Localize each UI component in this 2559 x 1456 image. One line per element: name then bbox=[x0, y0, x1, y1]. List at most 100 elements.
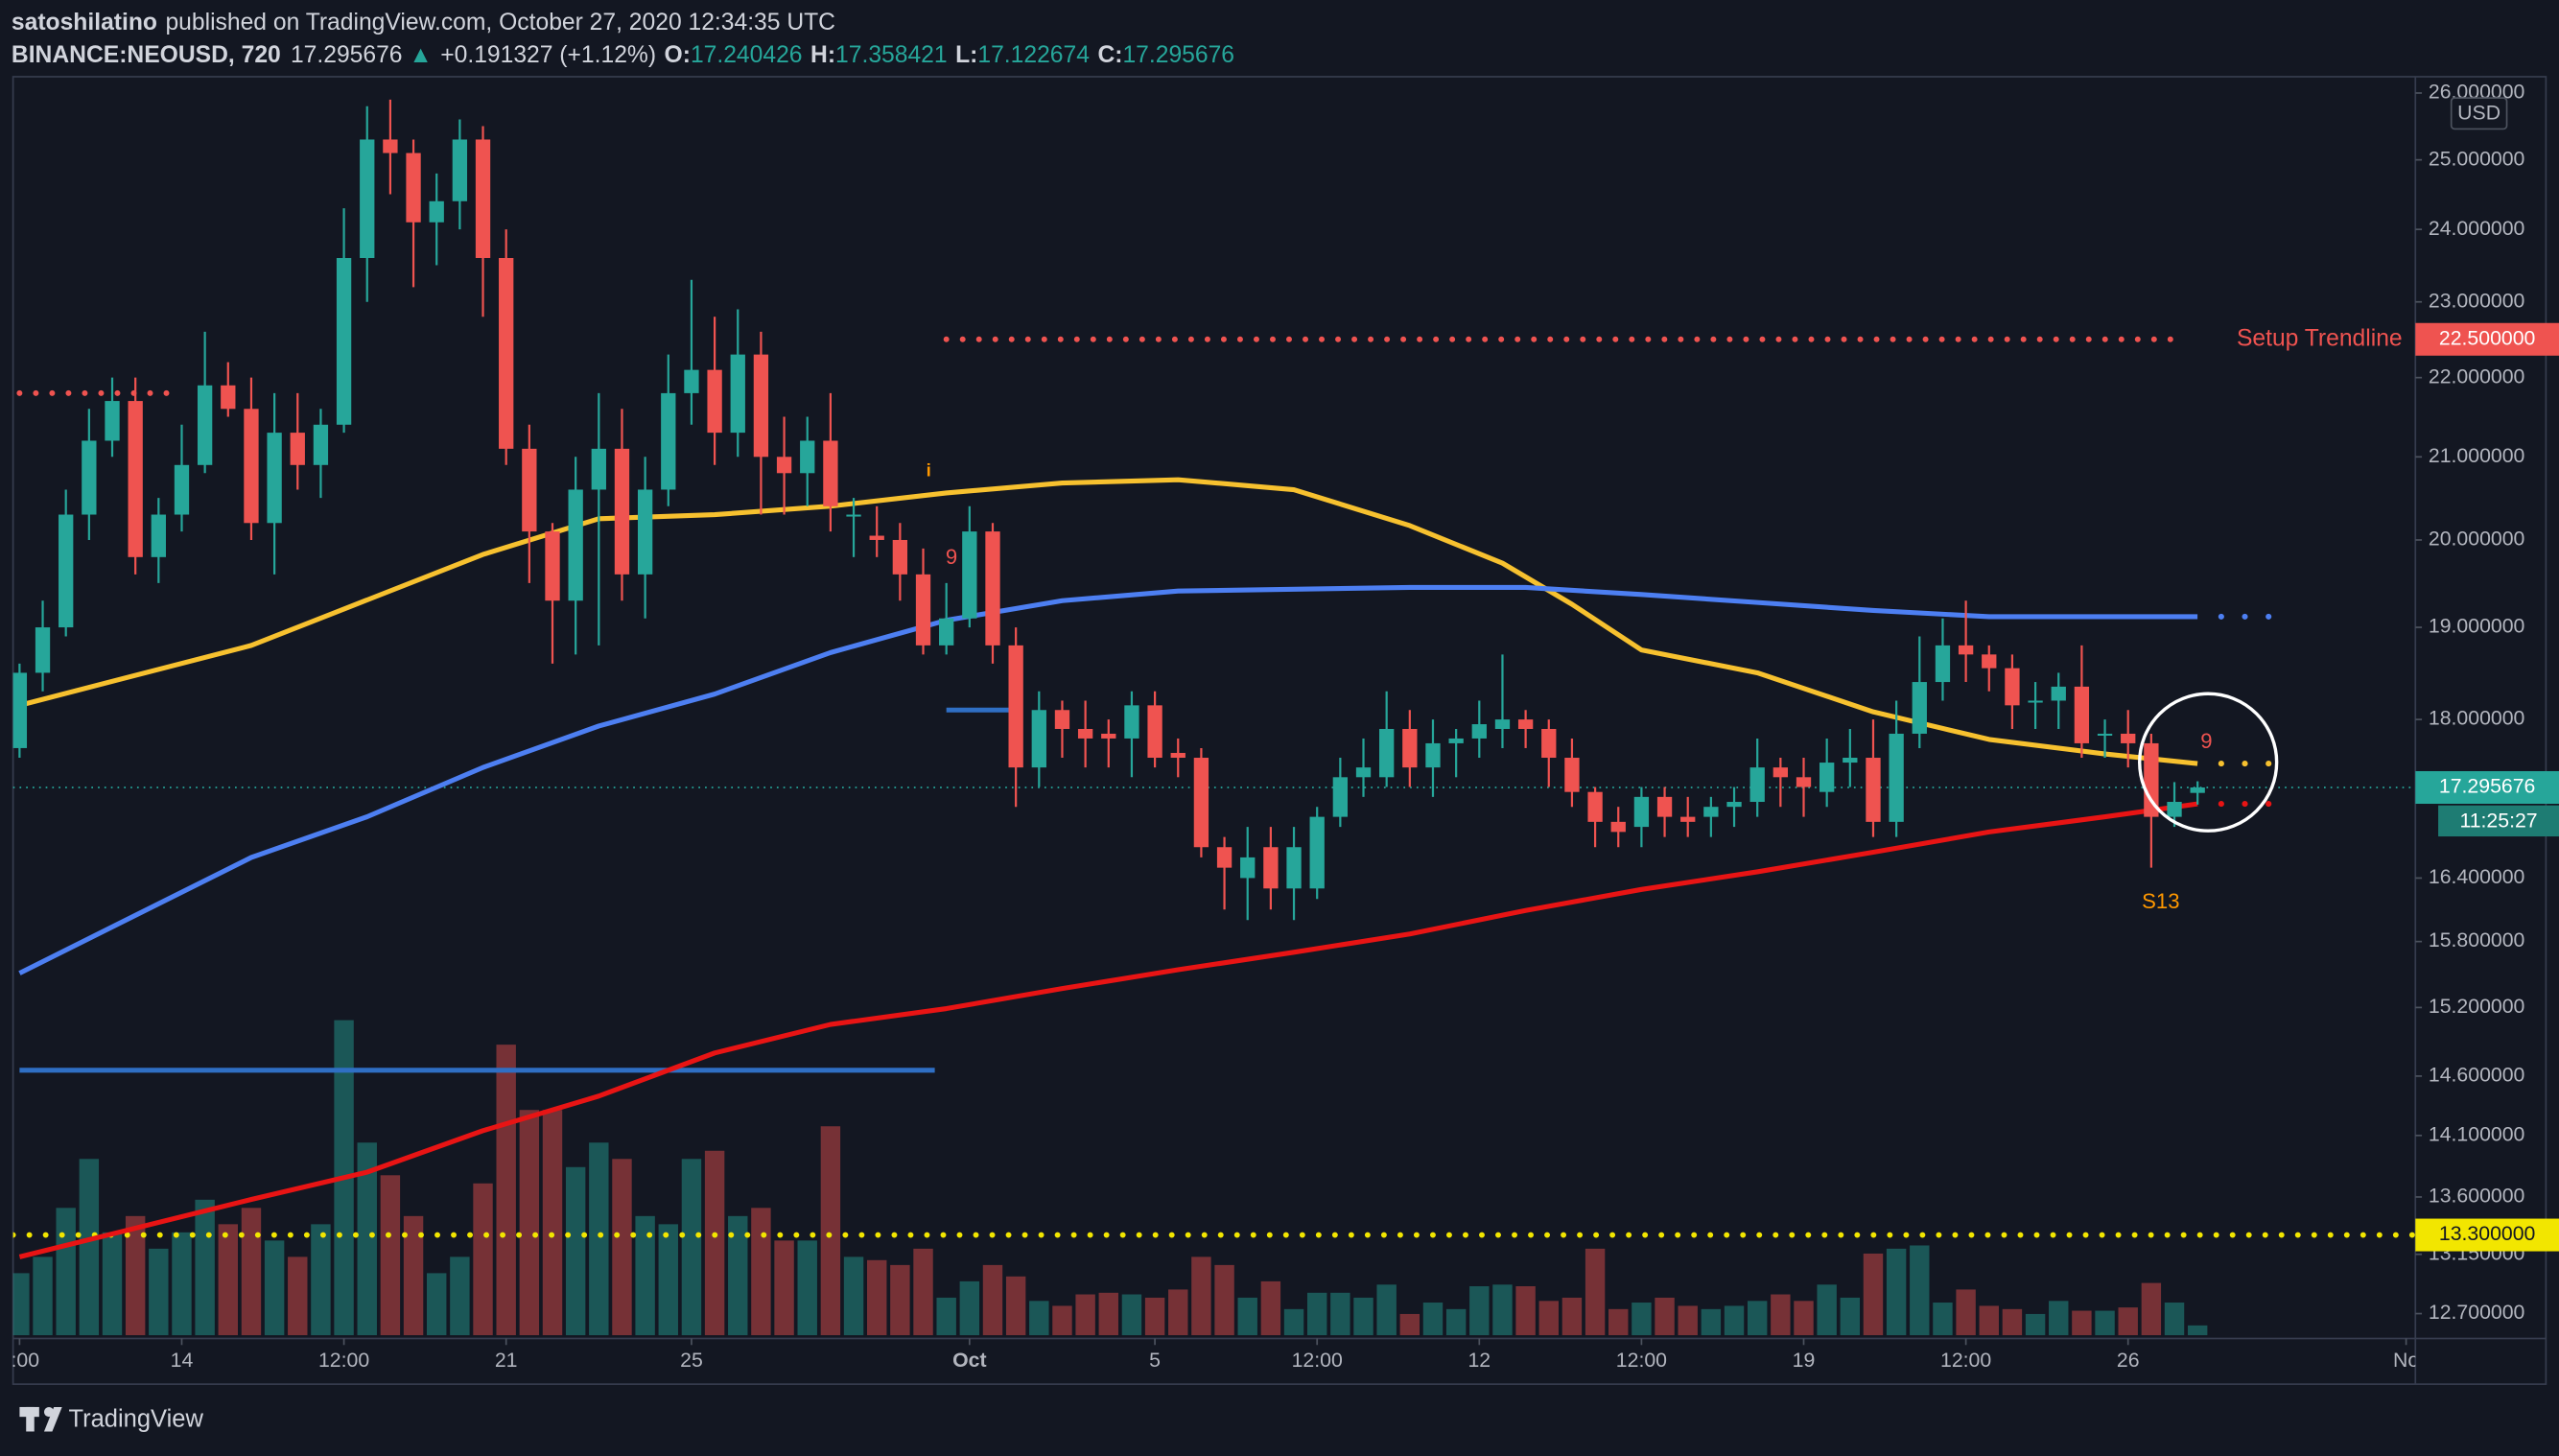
change: +0.191327 (+1.12%) bbox=[440, 41, 656, 67]
volume-bar bbox=[1376, 1284, 1397, 1336]
volume-bar bbox=[774, 1240, 794, 1336]
candle-body bbox=[1541, 728, 1557, 759]
volume-bar bbox=[913, 1248, 933, 1336]
candle-body bbox=[939, 618, 954, 646]
ma-projection bbox=[2266, 613, 2272, 620]
volume-bar bbox=[681, 1159, 702, 1336]
volume-bar bbox=[519, 1110, 540, 1336]
x-tick-label: 5 bbox=[1149, 1349, 1161, 1372]
candle-body bbox=[1170, 752, 1186, 759]
candle-body bbox=[1958, 645, 1974, 655]
candle-body bbox=[1286, 847, 1302, 889]
volume-bar bbox=[357, 1142, 377, 1336]
candle-body bbox=[1101, 733, 1116, 739]
plot-back bbox=[12, 336, 2416, 1336]
candle-body bbox=[1773, 767, 1789, 778]
moving-average bbox=[18, 584, 2198, 975]
candle-body bbox=[197, 385, 213, 465]
volume-bar bbox=[1144, 1297, 1165, 1336]
volume-bar bbox=[1632, 1303, 1652, 1336]
candle-body bbox=[383, 139, 398, 153]
candle-body bbox=[1843, 758, 1858, 763]
header: satoshilatino published on TradingView.co… bbox=[12, 9, 1234, 67]
candle-body bbox=[1309, 816, 1325, 889]
high-value: 17.358421 bbox=[835, 41, 948, 67]
volume-bar bbox=[1585, 1248, 1606, 1336]
volume-bar bbox=[195, 1199, 215, 1336]
ma-projection bbox=[2242, 761, 2248, 767]
volume-bar bbox=[612, 1159, 632, 1336]
ma-projection bbox=[2218, 613, 2224, 620]
y-tick-label: 14.100000 bbox=[2429, 1122, 2525, 1145]
highlight-circle bbox=[2138, 692, 2279, 833]
candle-body bbox=[1726, 802, 1742, 808]
volume-bar bbox=[2049, 1301, 2069, 1336]
volume-bar bbox=[1747, 1301, 1768, 1336]
y-tick-label: 24.000000 bbox=[2429, 217, 2525, 240]
last-price-label: 17.295676 bbox=[2439, 775, 2536, 798]
volume-bar bbox=[427, 1273, 447, 1336]
candle-body bbox=[128, 401, 143, 557]
volume-bar bbox=[1168, 1289, 1188, 1336]
candle-body bbox=[406, 153, 421, 223]
level-name: Setup Trendline bbox=[2237, 325, 2403, 351]
close-value: 17.295676 bbox=[1122, 41, 1234, 67]
volume-bar bbox=[2002, 1308, 2023, 1336]
candle-body bbox=[1379, 728, 1395, 778]
td-countdown: S13 bbox=[2142, 889, 2179, 913]
candle-body bbox=[475, 139, 491, 258]
candle-body bbox=[1680, 816, 1696, 822]
logo-part bbox=[26, 1406, 35, 1432]
candle-body bbox=[336, 257, 352, 425]
info-marker: i bbox=[927, 460, 931, 481]
y-tick-label: 25.000000 bbox=[2429, 147, 2525, 170]
candle-body bbox=[661, 392, 676, 490]
candle-body bbox=[1866, 758, 1881, 822]
volume-bar bbox=[1608, 1308, 1629, 1336]
volume-bar bbox=[56, 1208, 76, 1336]
volume-bar bbox=[890, 1264, 910, 1336]
volume-bar bbox=[1840, 1297, 1861, 1336]
y-tick-label: 21.000000 bbox=[2429, 444, 2525, 467]
volume-bar bbox=[2187, 1325, 2208, 1336]
footer: TradingView bbox=[19, 1405, 203, 1432]
last-price: 17.295676 bbox=[291, 41, 403, 67]
volume-bar bbox=[1052, 1305, 1072, 1336]
candle-body bbox=[869, 535, 884, 540]
volume-bar bbox=[496, 1045, 516, 1336]
volume-bar bbox=[1237, 1297, 1257, 1336]
volume-bar bbox=[1701, 1308, 1722, 1336]
volume-bar bbox=[728, 1215, 748, 1336]
ma-projection bbox=[2218, 801, 2224, 808]
volume-bar bbox=[589, 1142, 609, 1336]
volume-bar bbox=[1283, 1308, 1304, 1336]
x-tick-label: 12:00 bbox=[1616, 1349, 1667, 1372]
volume-bar bbox=[1979, 1305, 1999, 1336]
x-tick-label: 12:00 bbox=[318, 1349, 369, 1372]
ma-projection bbox=[2266, 761, 2272, 767]
close-label: C: bbox=[1097, 41, 1122, 67]
level-price-box bbox=[2415, 1218, 2559, 1252]
change-arrow: ▲ bbox=[409, 41, 432, 67]
candle-body bbox=[1912, 682, 1927, 734]
volume-bar bbox=[2095, 1310, 2115, 1336]
candle-body bbox=[1564, 758, 1580, 792]
volume-bar bbox=[797, 1240, 817, 1336]
candle-body bbox=[1031, 710, 1046, 768]
candle-body bbox=[915, 574, 931, 646]
candle-body bbox=[522, 448, 537, 532]
volume-bar bbox=[866, 1259, 887, 1336]
candle-body bbox=[1587, 791, 1603, 822]
volume-bar bbox=[1771, 1294, 1791, 1336]
brand[interactable]: TradingView bbox=[68, 1405, 203, 1432]
volume-bar bbox=[1863, 1253, 1884, 1336]
volume-bar bbox=[1399, 1313, 1420, 1336]
candle-body bbox=[1332, 777, 1349, 817]
volume-bar bbox=[450, 1256, 470, 1336]
volume-bar bbox=[1886, 1248, 1907, 1336]
ma-projection bbox=[2242, 613, 2248, 620]
candle-body bbox=[313, 424, 329, 465]
volume-bar bbox=[751, 1208, 771, 1336]
